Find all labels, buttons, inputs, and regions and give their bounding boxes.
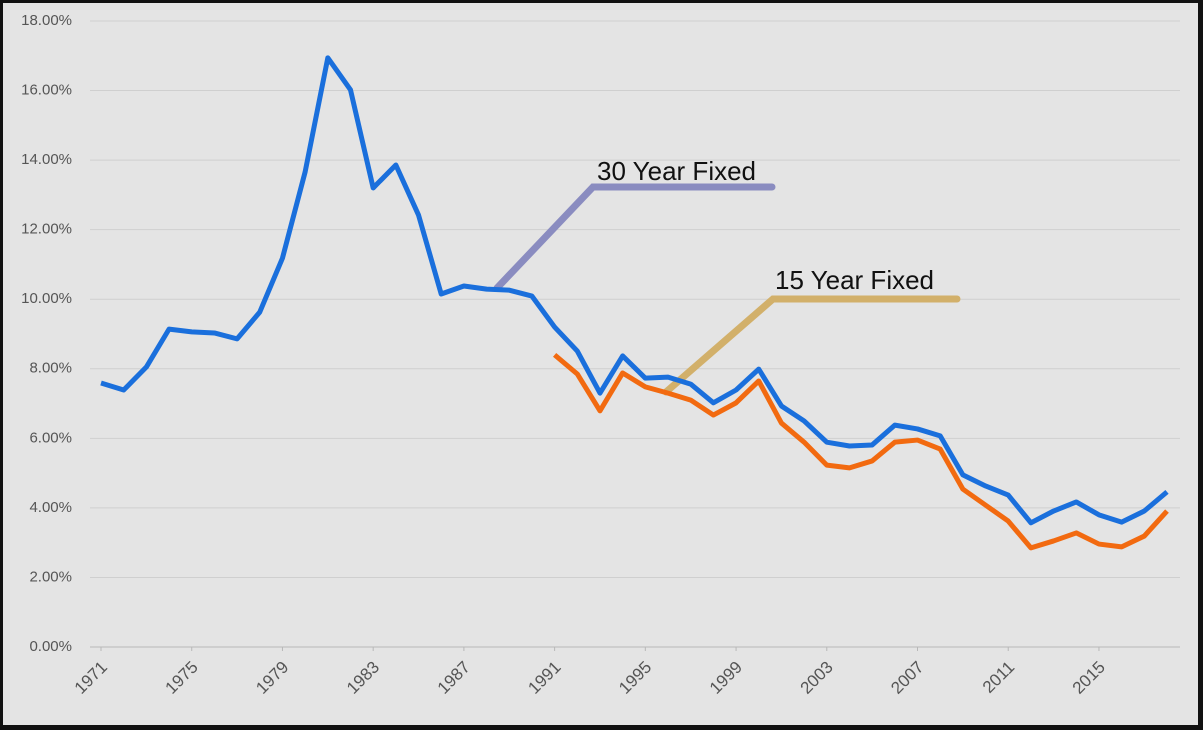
background (3, 3, 1198, 725)
y-tick-label: 12.00% (21, 221, 72, 238)
y-tick-label: 16.00% (21, 82, 72, 99)
y-tick-label: 2.00% (29, 568, 72, 585)
callout-line (493, 183, 776, 292)
y-tick-label: 0.00% (29, 638, 72, 655)
callout-line (662, 295, 961, 396)
y-tick-label: 10.00% (21, 290, 72, 307)
y-tick-label: 4.00% (29, 499, 72, 516)
y-tick-label: 18.00% (21, 12, 72, 29)
y-tick-label: 8.00% (29, 360, 72, 377)
y-tick-label: 6.00% (29, 429, 72, 446)
series-label: 15 Year Fixed (775, 265, 934, 295)
series-label: 30 Year Fixed (597, 156, 756, 186)
series-line (100, 55, 1169, 526)
series-line (553, 352, 1169, 551)
y-tick-label: 14.00% (21, 151, 72, 168)
